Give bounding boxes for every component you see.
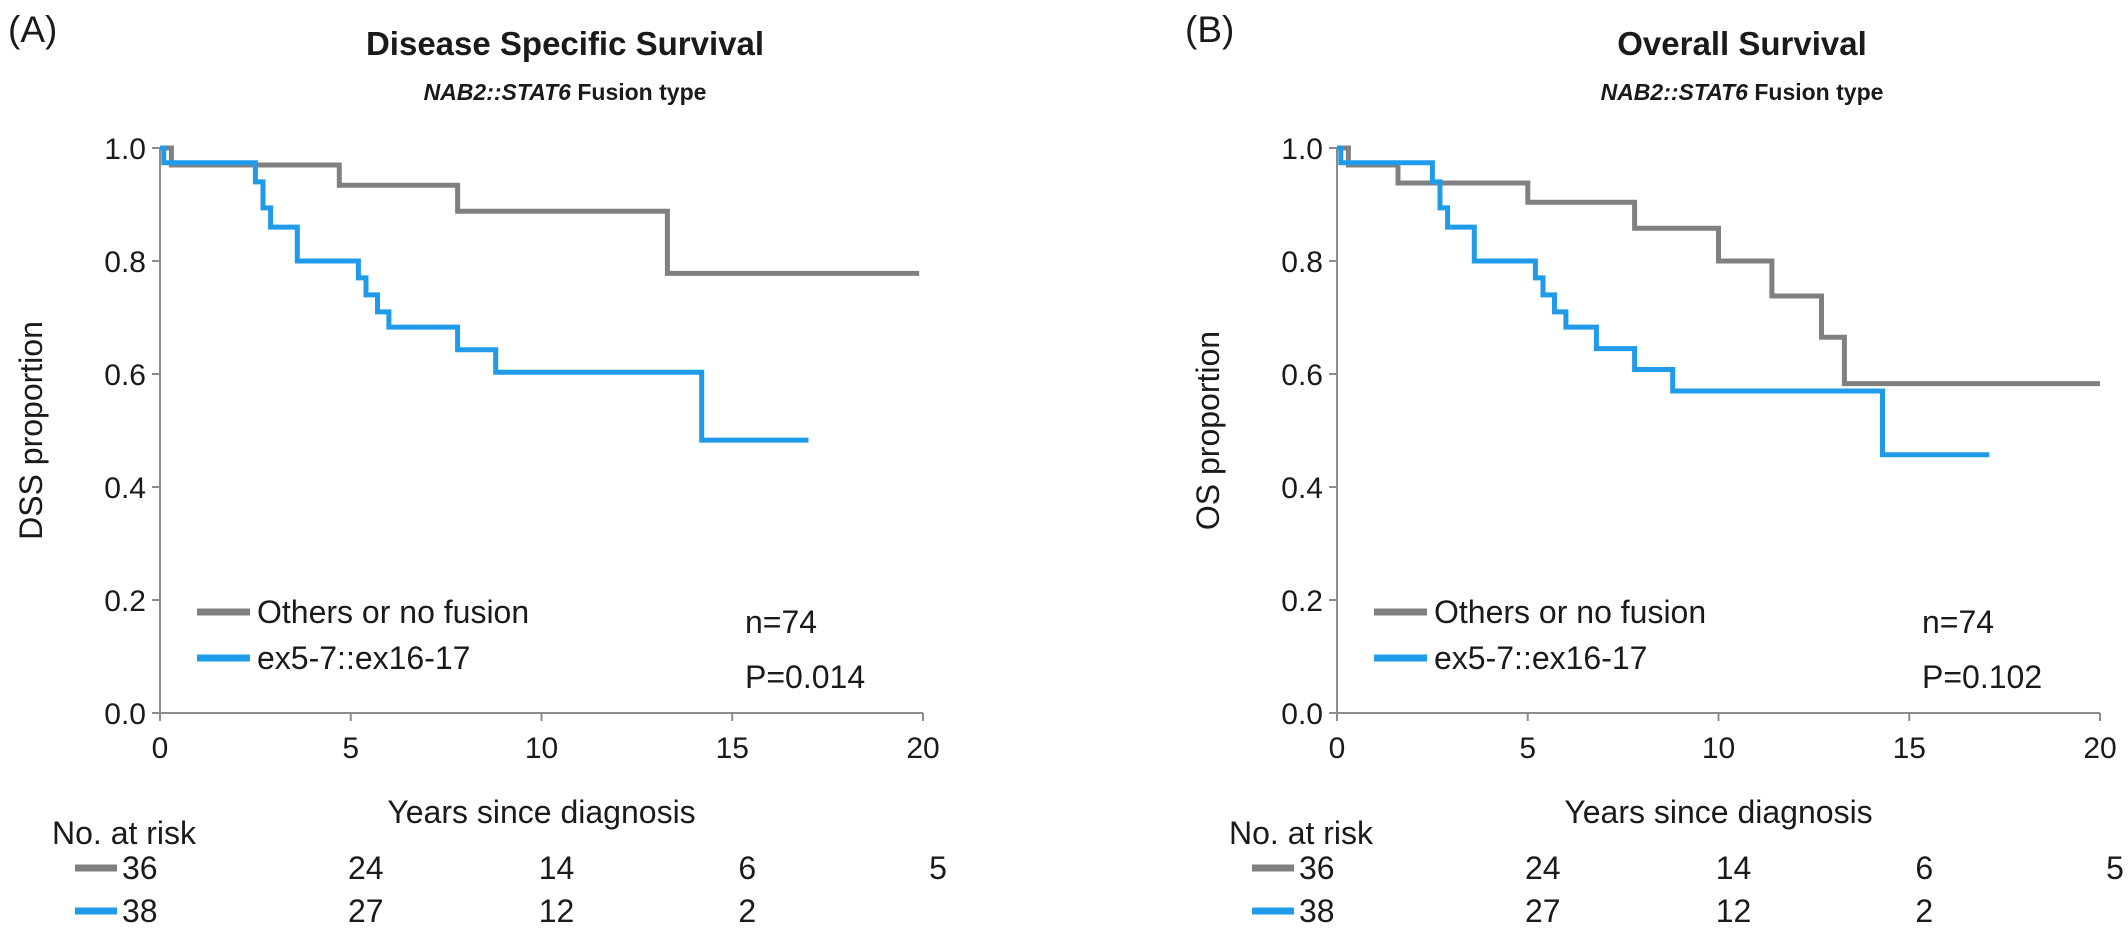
y-axis-label: DSS proportion bbox=[13, 321, 49, 540]
x-tick-label: 5 bbox=[1519, 732, 1536, 765]
y-axis-label: OS proportion bbox=[1190, 331, 1226, 530]
legend-label: ex5-7::ex16-17 bbox=[1434, 640, 1647, 676]
risk-count: 36 bbox=[1299, 850, 1335, 886]
x-axis-label: Years since diagnosis bbox=[1564, 794, 1872, 830]
x-tick-label: 20 bbox=[2083, 732, 2116, 765]
y-tick-label: 0.8 bbox=[104, 246, 146, 279]
risk-count: 27 bbox=[348, 893, 384, 929]
annotation: P=0.102 bbox=[1922, 659, 2042, 695]
risk-count: 12 bbox=[1716, 893, 1752, 929]
chart-title: Overall Survival bbox=[1617, 25, 1866, 62]
risk-title: No. at risk bbox=[1229, 815, 1374, 851]
km-chart: (A) Disease Specific SurvivalNAB2::STAT6 … bbox=[8, 9, 947, 929]
y-tick-label: 1.0 bbox=[1281, 133, 1323, 166]
y-tick-label: 0.0 bbox=[1281, 698, 1323, 731]
subtitle-gene: NAB2::STAT6 bbox=[424, 79, 572, 105]
x-tick-label: 5 bbox=[342, 732, 359, 765]
y-tick-label: 0.0 bbox=[104, 698, 146, 731]
series-line-0 bbox=[1337, 145, 2100, 387]
x-tick-label: 15 bbox=[1893, 732, 1926, 765]
annotation: n=74 bbox=[745, 604, 817, 640]
annotation: n=74 bbox=[1922, 604, 1994, 640]
x-axis-label: Years since diagnosis bbox=[387, 794, 695, 830]
chart-subtitle: NAB2::STAT6 Fusion type bbox=[424, 79, 707, 105]
x-tick-label: 0 bbox=[152, 732, 169, 765]
x-tick-label: 15 bbox=[716, 732, 749, 765]
x-tick-label: 0 bbox=[1329, 732, 1346, 765]
y-tick-label: 0.4 bbox=[104, 472, 146, 505]
y-tick-label: 0.6 bbox=[1281, 359, 1323, 392]
risk-count: 6 bbox=[1915, 850, 1933, 886]
y-tick-label: 0.8 bbox=[1281, 246, 1323, 279]
risk-count: 24 bbox=[348, 850, 384, 886]
subtitle-rest: Fusion type bbox=[1748, 79, 1883, 105]
panel-label: (B) bbox=[1185, 9, 1234, 50]
risk-count: 14 bbox=[1716, 850, 1752, 886]
risk-count: 12 bbox=[539, 893, 575, 929]
y-tick-label: 0.2 bbox=[1281, 585, 1323, 618]
risk-count: 27 bbox=[1525, 893, 1561, 929]
risk-count: 38 bbox=[1299, 893, 1335, 929]
legend-label: Others or no fusion bbox=[257, 594, 529, 630]
risk-count: 24 bbox=[1525, 850, 1561, 886]
risk-count: 2 bbox=[738, 893, 756, 929]
y-tick-label: 1.0 bbox=[104, 133, 146, 166]
risk-title: No. at risk bbox=[52, 815, 197, 851]
panel-label: (A) bbox=[8, 9, 57, 50]
legend-label: Others or no fusion bbox=[1434, 594, 1706, 630]
risk-count: 38 bbox=[122, 893, 158, 929]
y-tick-label: 0.4 bbox=[1281, 472, 1323, 505]
series-line-1 bbox=[160, 145, 809, 443]
chart-title: Disease Specific Survival bbox=[366, 25, 764, 62]
risk-count: 5 bbox=[929, 850, 947, 886]
x-tick-label: 10 bbox=[1702, 732, 1735, 765]
risk-count: 6 bbox=[738, 850, 756, 886]
series-line-1 bbox=[1337, 145, 1990, 458]
y-tick-label: 0.2 bbox=[104, 585, 146, 618]
annotation: P=0.014 bbox=[745, 659, 865, 695]
y-tick-label: 0.6 bbox=[104, 359, 146, 392]
x-tick-label: 20 bbox=[906, 732, 939, 765]
legend-label: ex5-7::ex16-17 bbox=[257, 640, 470, 676]
subtitle-gene: NAB2::STAT6 bbox=[1601, 79, 1749, 105]
risk-count: 14 bbox=[539, 850, 575, 886]
chart-subtitle: NAB2::STAT6 Fusion type bbox=[1601, 79, 1884, 105]
risk-count: 5 bbox=[2106, 850, 2124, 886]
risk-count: 36 bbox=[122, 850, 158, 886]
series-line-0 bbox=[160, 145, 920, 276]
risk-count: 2 bbox=[1915, 893, 1933, 929]
subtitle-rest: Fusion type bbox=[571, 79, 706, 105]
x-tick-label: 10 bbox=[525, 732, 558, 765]
